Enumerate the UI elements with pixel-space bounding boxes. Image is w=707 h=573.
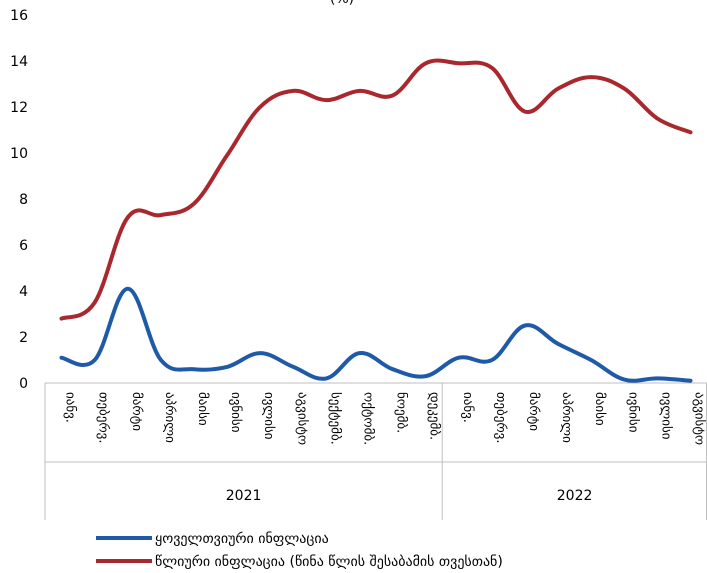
x-tick-label: მარტი	[129, 392, 144, 431]
x-tick-label: აგვისტო	[294, 392, 309, 445]
x-tick-label: იანვ.	[63, 392, 78, 423]
y-axis: 0 2 4 6 8 10 12 14 16	[10, 8, 28, 392]
x-tick-label: აპრილი	[559, 392, 574, 443]
series-line-1	[59, 286, 693, 383]
group-label: 2022	[557, 488, 593, 504]
x-tick-label: თებერვ.	[493, 392, 508, 443]
x-tick-label: ივნისი	[228, 392, 243, 433]
y-tick-label: 16	[10, 8, 28, 24]
y-tick-label: 2	[19, 330, 28, 346]
y-tick-label: 12	[10, 100, 28, 116]
y-tick-label: 6	[19, 238, 28, 254]
y-tick-label: 0	[19, 376, 28, 392]
group-label: 2021	[226, 488, 262, 504]
y-tick-label: 14	[10, 54, 28, 70]
legend-label: ყოველთვიური ინფლაცია	[155, 530, 329, 547]
y-tick-label: 4	[19, 284, 28, 300]
x-axis: იანვ. თებერვ. მარტი აპრილი მაისი ივნისი ივლისი…	[63, 392, 707, 445]
x-tick-label: ივლისი	[658, 392, 673, 440]
x-tick-label: ივლისი	[261, 392, 276, 440]
x-tick-label: ნოემბ.	[394, 392, 409, 433]
x-tick-label: მაისი	[592, 392, 607, 426]
x-tick-label: მარტი	[526, 392, 541, 431]
x-tick-label: აპრილი	[162, 392, 177, 443]
x-tick-label: ივნისი	[625, 392, 640, 433]
x-tick-label: ოქტომბ.	[360, 392, 375, 445]
x-tick-label: აგვისტო	[691, 392, 706, 445]
series-lines	[59, 58, 693, 383]
series-line-2	[59, 58, 693, 321]
x-tick-label: სექტემბ.	[327, 392, 342, 445]
x-axis-groups: 2021 2022	[226, 488, 593, 504]
legend: ყოველთვიური ინფლაცია წლიური ინფლაცია (წინ…	[96, 530, 503, 570]
legend-label: წლიური ინფლაცია (წინა წლის შესაბამის თვე…	[155, 553, 503, 570]
x-tick-label: დეკემბ.	[427, 392, 442, 440]
y-tick-label: 8	[19, 192, 28, 208]
y-tick-label: 10	[10, 146, 28, 162]
chart-title: (%)	[330, 0, 354, 7]
x-tick-label: თებერვ.	[96, 392, 111, 444]
x-tick-label: მაისი	[195, 392, 210, 426]
x-tick-label: იანვ.	[460, 392, 475, 423]
